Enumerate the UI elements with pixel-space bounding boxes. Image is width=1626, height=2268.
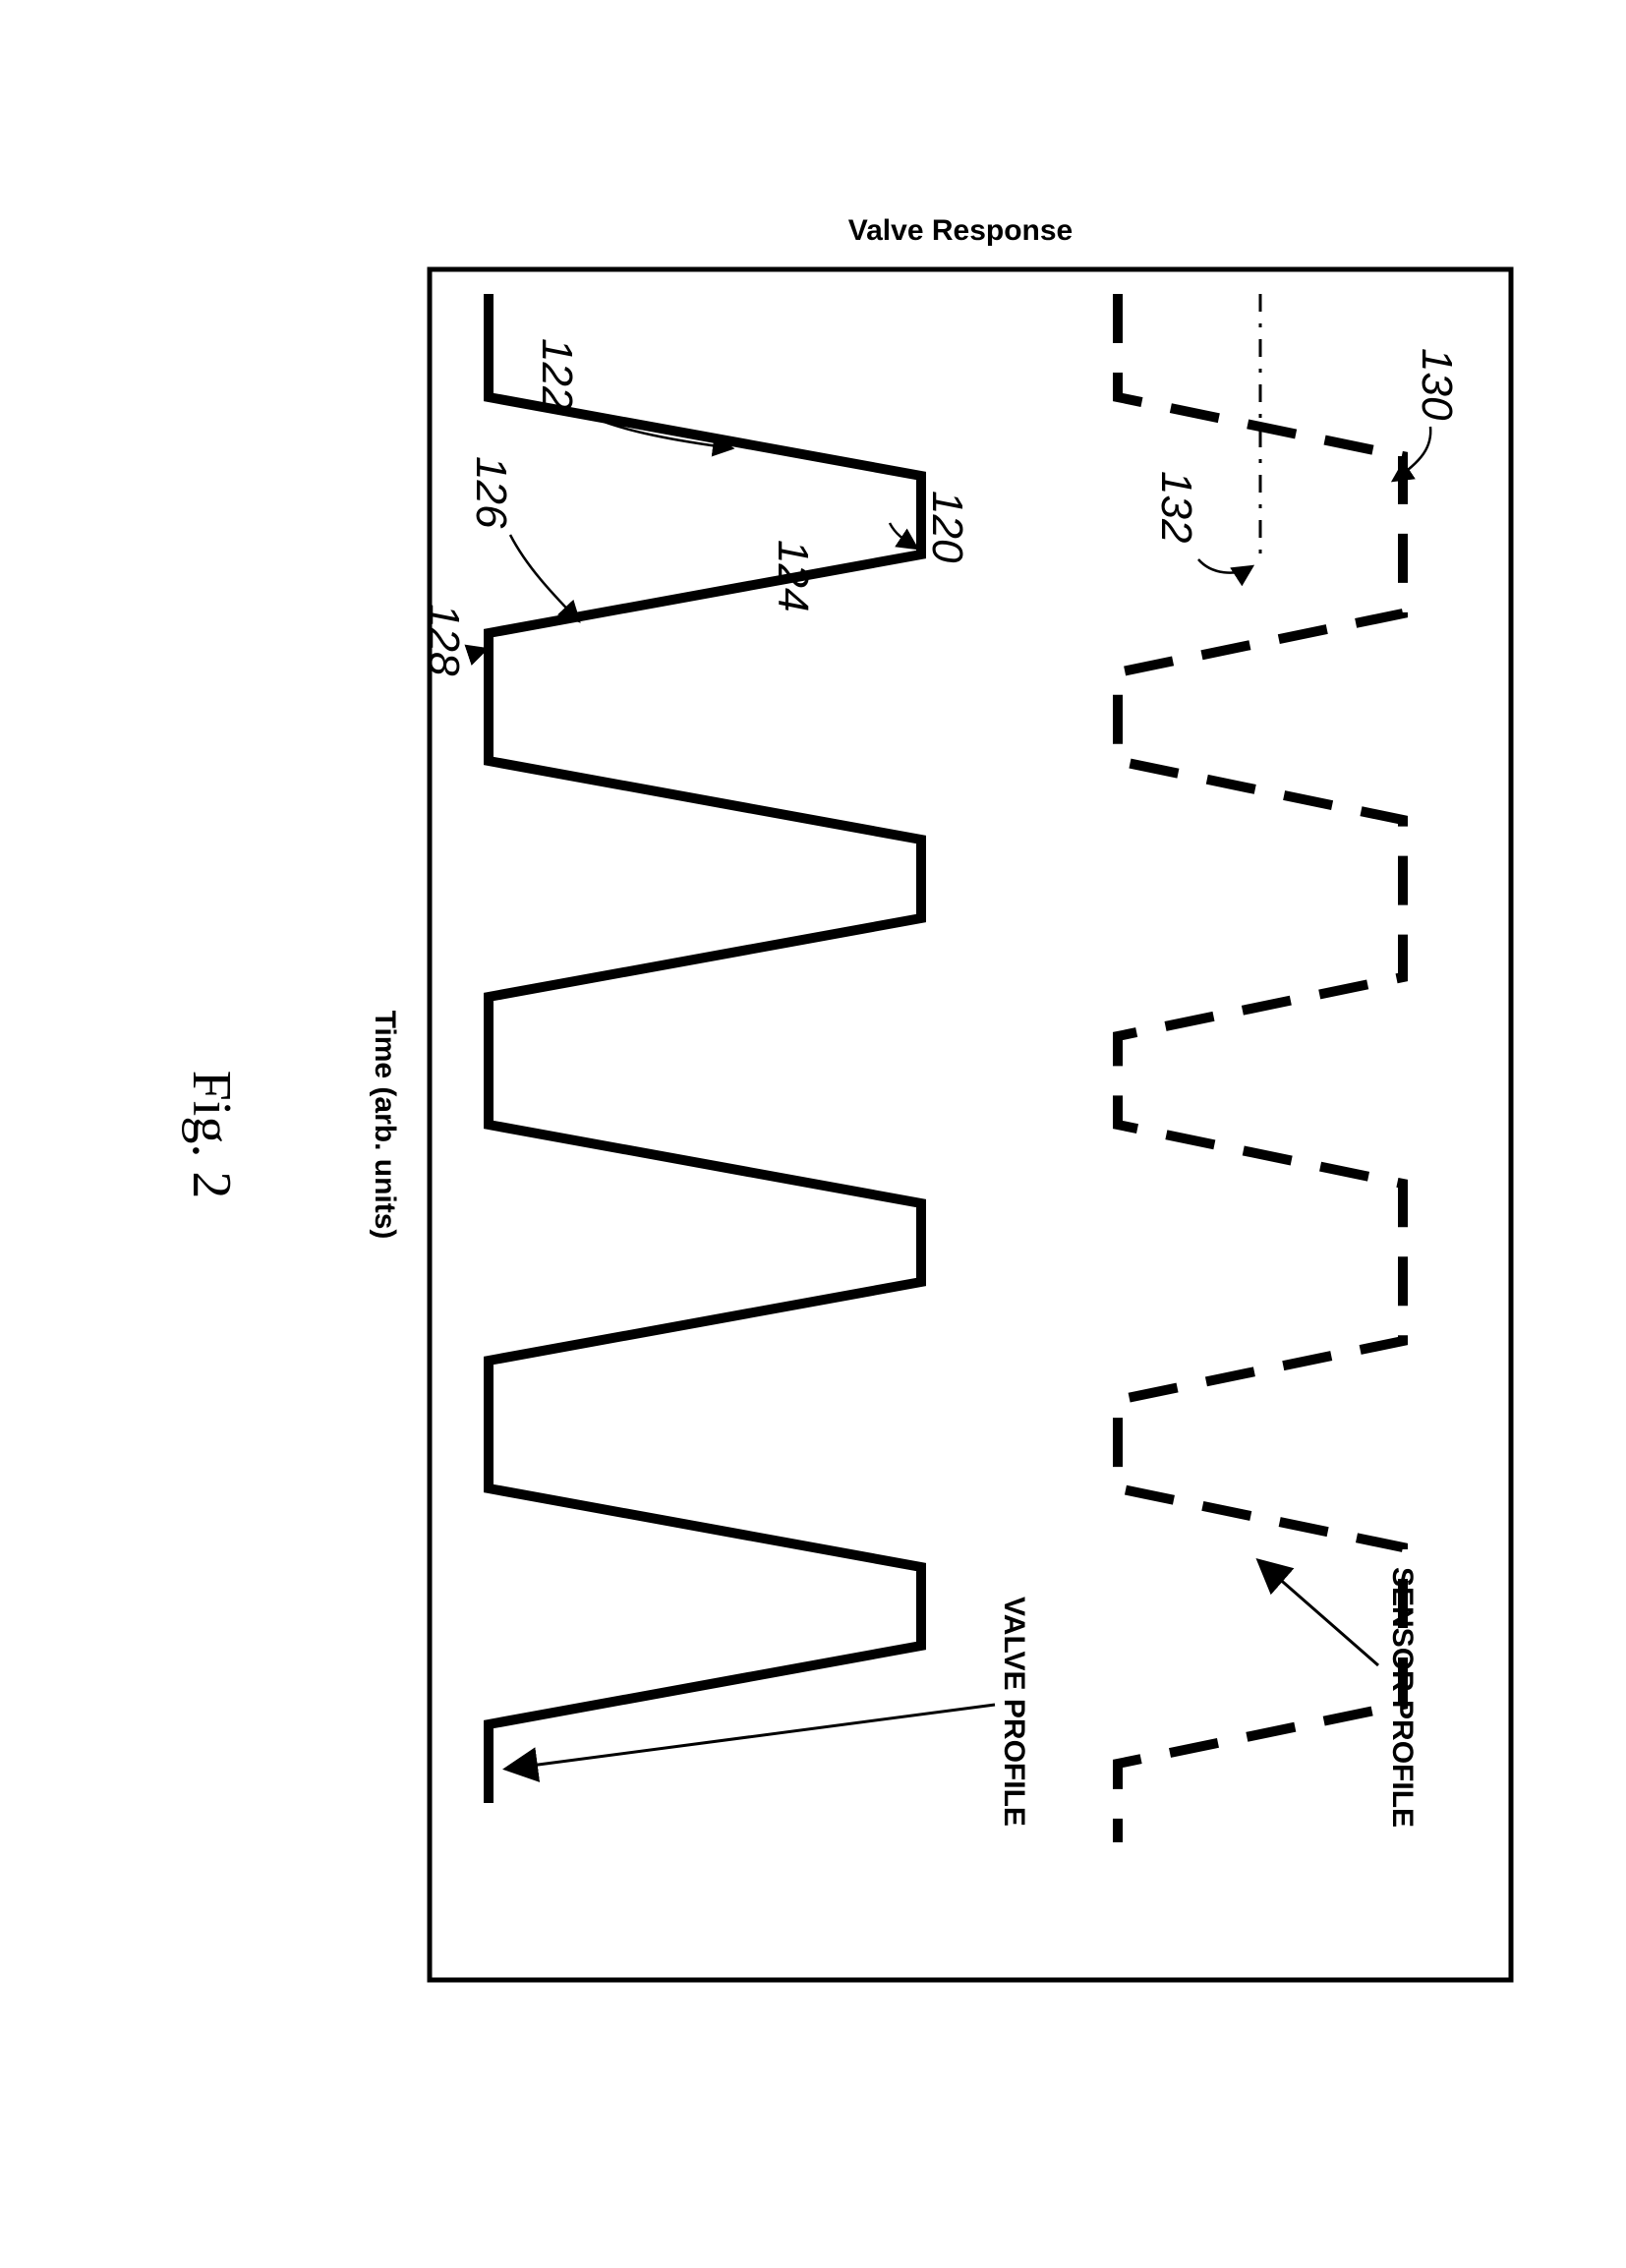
ref-132: 132 xyxy=(1152,471,1200,543)
ref-126: 126 xyxy=(467,456,515,529)
figure-svg: Valve Response Time (arb. units) SENSOR … xyxy=(76,151,1550,2118)
valve-profile-line xyxy=(489,294,921,1803)
ref-120: 120 xyxy=(923,491,971,563)
rotated-figure-container: Valve Response Time (arb. units) SENSOR … xyxy=(76,151,1550,2118)
y-axis-label: Valve Response xyxy=(848,214,1073,247)
ref-126-leader xyxy=(510,535,579,621)
figure-caption: Fig. 2 xyxy=(181,1070,242,1198)
sensor-profile-label: SENSOR PROFILE xyxy=(1386,1567,1419,1828)
x-axis-label: Time (arb. units) xyxy=(369,1010,401,1239)
ref-120-leader xyxy=(890,523,917,549)
page: Valve Response Time (arb. units) SENSOR … xyxy=(0,0,1626,2268)
ref-128: 128 xyxy=(420,604,468,676)
ref-124: 124 xyxy=(769,540,817,611)
sensor-profile-arrow xyxy=(1260,1562,1378,1665)
ref-130: 130 xyxy=(1413,348,1461,421)
valve-profile-arrow xyxy=(508,1705,995,1769)
ref-132-leader xyxy=(1198,559,1252,573)
valve-profile-label: VALVE PROFILE xyxy=(998,1597,1030,1827)
ref-122: 122 xyxy=(533,338,581,410)
